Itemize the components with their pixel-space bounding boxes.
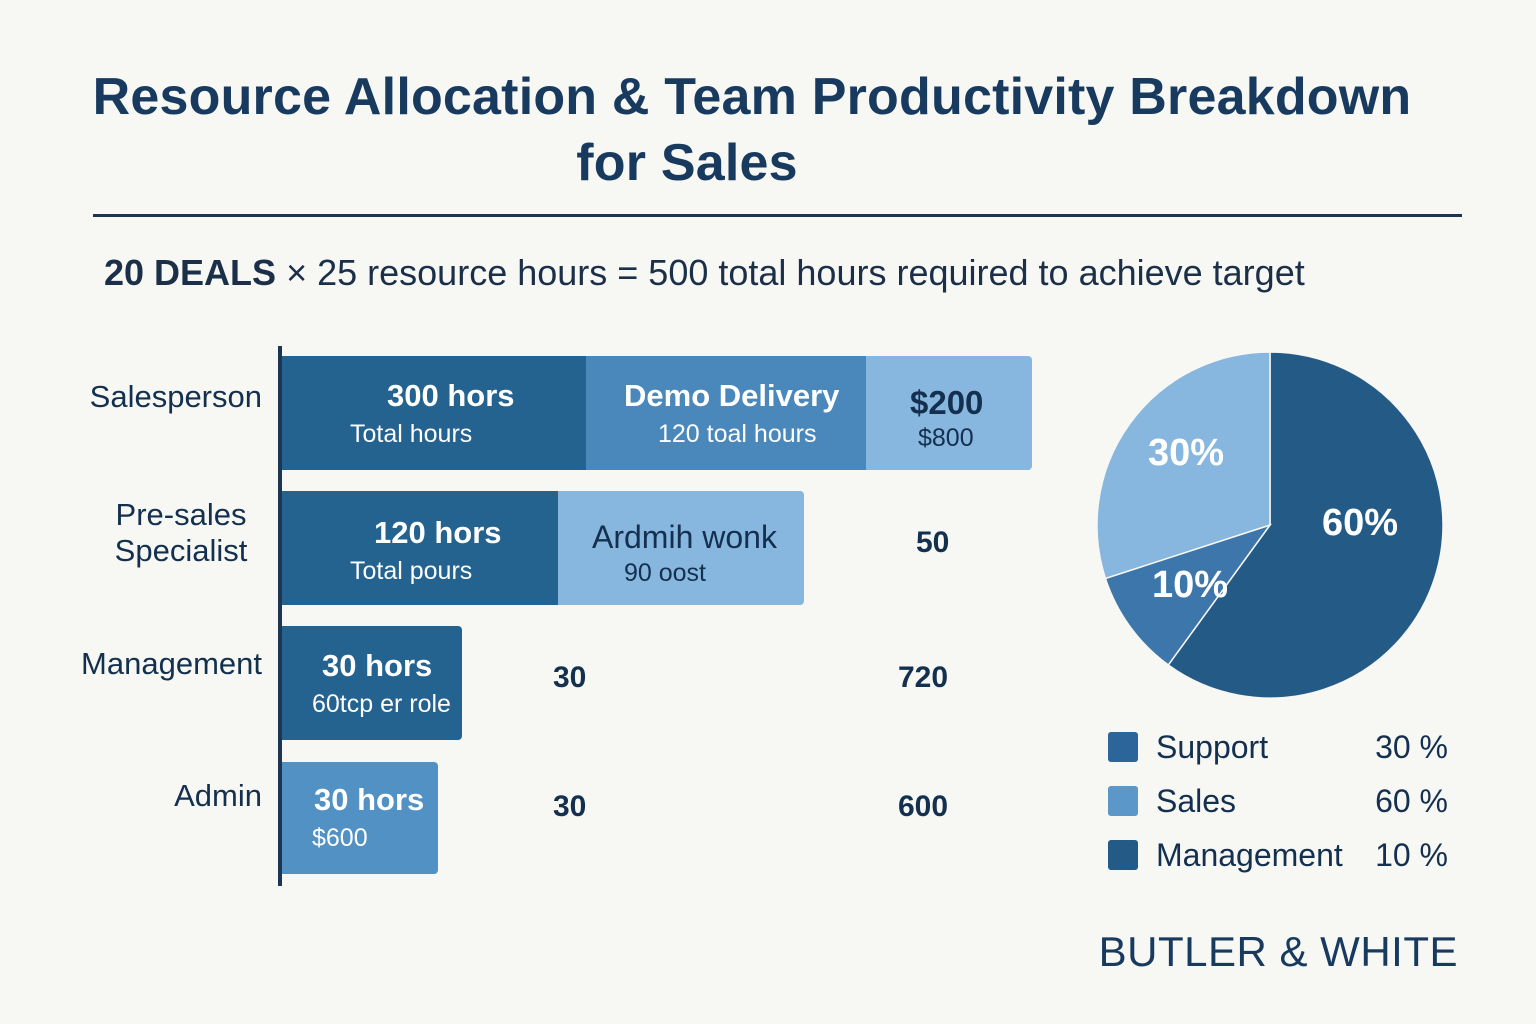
title-line-2: for Sales <box>576 134 798 192</box>
bar-label-sub: 90 oost <box>624 559 707 587</box>
value-presales-extra: 50 <box>916 526 950 559</box>
bar-segment-presales-total: 120 hors Total pours <box>282 491 558 605</box>
legend-item-management: Management 10 % <box>1108 838 1448 874</box>
value-admin-cost: 600 <box>898 790 949 823</box>
title-line-1: Resource Allocation & Team Productivity … <box>92 68 1412 126</box>
legend-swatch <box>1108 840 1138 870</box>
chart-title: Resource Allocation & Team Productivity … <box>0 64 1504 196</box>
legend-value: 10 % <box>1375 837 1448 873</box>
pie-label-10: 10% <box>1152 564 1228 606</box>
legend-value: 30 % <box>1375 729 1448 765</box>
legend-label: Management <box>1156 837 1343 873</box>
brand-logo-text: BUTLER & WHITE <box>1098 928 1458 975</box>
bar-label-sub: Total pours <box>350 557 473 585</box>
pie-slice-30 <box>1096 351 1271 580</box>
value-management-hours: 30 <box>553 661 587 694</box>
pie-slice-10 <box>1104 523 1272 667</box>
pie-label-60: 60% <box>1322 502 1398 544</box>
bar-axis <box>278 346 282 886</box>
bar-label-main: $200 <box>910 384 984 421</box>
bar-label-sub: $800 <box>918 424 974 452</box>
bar-label-main: Ardmih wonk <box>592 519 777 555</box>
category-label-salesperson: Salesperson <box>89 379 262 414</box>
bar-segment-salesperson-demo: Demo Delivery 120 toal hours <box>586 356 866 470</box>
bar-label-main: 30 hors <box>322 648 433 683</box>
legend-value: 60 % <box>1375 783 1448 819</box>
bar-label-main: 30 hors <box>314 782 425 817</box>
pie-chart: 60% 10% 30% <box>1096 351 1444 699</box>
bar-segment-admin: 30 hors $600 <box>282 762 438 874</box>
legend-item-support: Support 30 % <box>1108 730 1448 766</box>
pie-label-30: 30% <box>1148 432 1224 474</box>
bar-label-sub: Total hours <box>350 420 473 448</box>
equation-rest: × 25 resource hours = 500 total hours re… <box>286 252 1305 293</box>
legend-swatch <box>1108 732 1138 762</box>
bar-segment-salesperson-cost: $200 $800 <box>866 356 1032 470</box>
bar-segment-presales-admin: Ardmih wonk 90 oost <box>558 491 804 605</box>
category-label-pre-sales: Pre-sales Specialist <box>22 497 256 569</box>
equation-text: 20 DEALS × 25 resource hours = 500 total… <box>104 252 1305 294</box>
category-label-admin: Admin <box>174 778 262 813</box>
value-admin-hours: 30 <box>553 790 587 823</box>
pie-slice-60 <box>1167 351 1444 699</box>
legend-swatch <box>1108 786 1138 816</box>
value-management-cost: 720 <box>898 661 949 694</box>
legend-label: Support <box>1156 729 1269 765</box>
bar-segment-management: 30 hors 60tcp er role <box>282 626 462 740</box>
equation-deals: 20 DEALS <box>104 252 277 293</box>
category-label-management: Management <box>81 646 262 681</box>
bar-label-sub: 120 toal hours <box>658 420 817 448</box>
bar-label-main: 300 hors <box>387 378 515 413</box>
bar-segment-salesperson-total: 300 hors Total hours <box>282 356 586 470</box>
legend-item-sales: Sales 60 % <box>1108 784 1448 820</box>
bar-label-main: 120 hors <box>374 515 502 550</box>
bar-label-sub: 60tcp er role <box>312 690 451 718</box>
category-label-pre-sales-text: Pre-sales Specialist <box>114 497 248 568</box>
title-divider <box>93 214 1462 217</box>
legend-label: Sales <box>1156 783 1237 819</box>
bar-label-sub: $600 <box>312 824 368 852</box>
bar-label-main: Demo Delivery <box>624 378 840 413</box>
